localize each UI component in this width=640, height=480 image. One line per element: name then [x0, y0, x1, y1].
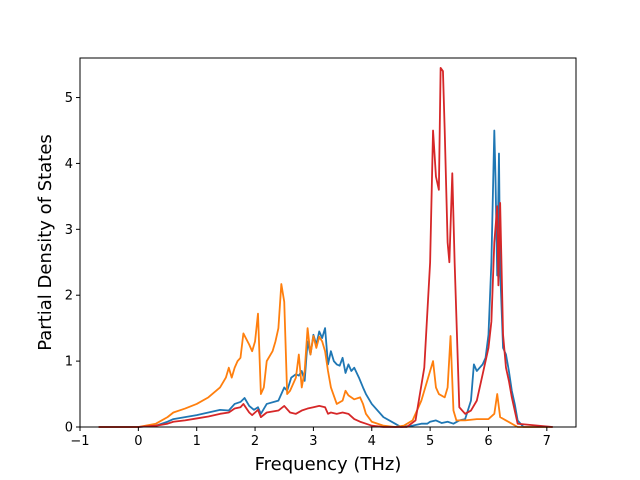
- series-line-3: [98, 66, 553, 428]
- x-tick-label: −1: [70, 434, 89, 449]
- x-axis: −1 0 1 2 3 4 5 6 7: [70, 427, 551, 449]
- x-tick-label: 5: [426, 434, 434, 449]
- x-tick-label: 6: [484, 434, 492, 449]
- series-line-2: [98, 283, 553, 428]
- x-tick-label: 4: [368, 434, 376, 449]
- series-line-1: [98, 129, 553, 428]
- x-tick-label: 7: [543, 434, 551, 449]
- y-tick-label: 4: [65, 157, 73, 172]
- x-tick-label: 0: [134, 434, 142, 449]
- y-tick-label: 3: [65, 223, 73, 238]
- y-tick-label: 2: [65, 289, 73, 304]
- y-axis: 0 1 2 3 4 5: [65, 91, 80, 436]
- x-tick-label: 1: [193, 434, 201, 449]
- x-tick-label: 2: [251, 434, 259, 449]
- y-axis-label: Partial Density of States: [35, 134, 56, 351]
- y-tick-label: 1: [65, 355, 73, 370]
- plot-frame: [79, 57, 577, 428]
- y-tick-label: 0: [65, 421, 73, 436]
- series-layer: [98, 66, 553, 428]
- x-tick-label: 3: [309, 434, 317, 449]
- y-tick-label: 5: [65, 91, 73, 106]
- x-axis-label: Frequency (THz): [255, 454, 402, 475]
